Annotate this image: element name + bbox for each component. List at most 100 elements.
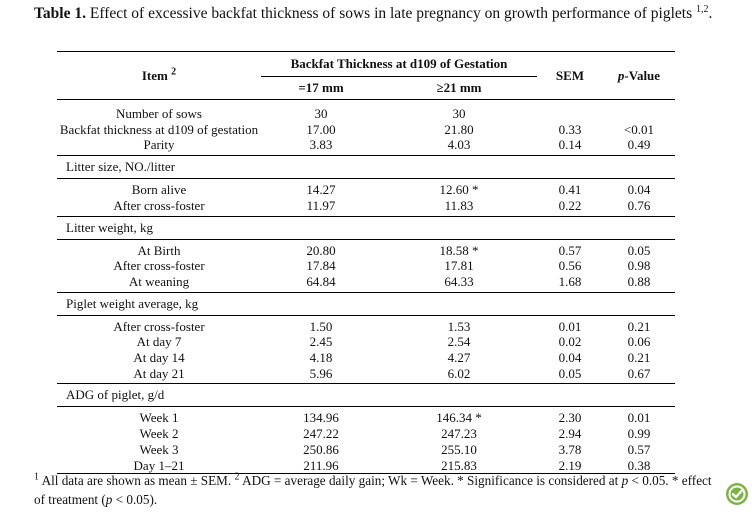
- footnote-p-2: p: [105, 492, 113, 507]
- cell-item: Backfat thickness at d109 of gestation: [59, 121, 259, 137]
- cell-item: After cross-foster: [113, 318, 205, 334]
- cell-21mm: 4.03: [447, 137, 471, 153]
- header-row-2: =17 mm ≥21 mm: [57, 77, 675, 100]
- cell-sem: 2.30: [558, 410, 582, 426]
- table-row: After cross-foster 17.84 17.81 0.56 0.98: [57, 258, 675, 274]
- cell-17mm: 64.84: [306, 273, 336, 289]
- cell-item: At day 14: [133, 350, 185, 366]
- section-title: ADG of piglet, g/d: [57, 383, 675, 407]
- cell-sem: 0.05: [558, 365, 582, 381]
- cell-sem: 0.33: [558, 121, 582, 137]
- section-header-row: Litter weight, kg: [57, 215, 675, 240]
- table-caption: Table 1. Effect of excessive backfat thi…: [34, 3, 724, 24]
- cell-21mm: 18.58 *: [439, 242, 479, 258]
- cell-item: At day 7: [136, 334, 182, 350]
- cell-21mm: 247.23: [441, 426, 477, 442]
- cell-17mm: 20.80: [306, 242, 336, 258]
- cell-sem: 2.19: [537, 457, 603, 475]
- cell-17mm: 14.27: [306, 182, 336, 198]
- spacer-row: [57, 99, 675, 106]
- table-footnote: 1 All data are shown as mean ± SEM. 2 AD…: [34, 471, 724, 509]
- cell-item: At day 21: [133, 365, 185, 381]
- table-row: At weaning 64.84 64.33 1.68 0.88: [57, 274, 675, 290]
- cell-sem: 0.22: [558, 197, 582, 213]
- table-row: At Birth 20.80 18.58 * 0.57 0.05: [57, 243, 675, 259]
- cell-21mm: 1.53: [447, 318, 471, 334]
- cell-17mm: 211.96: [261, 457, 381, 475]
- table-row: After cross-foster 1.50 1.53 0.01 0.21: [57, 319, 675, 335]
- header-col-21mm: ≥21 mm: [436, 80, 482, 95]
- spacer-row: [57, 238, 675, 243]
- header-sem: SEM: [537, 51, 603, 100]
- section-title: Litter size, NO./litter: [57, 155, 675, 179]
- cell-pvalue: 0.05: [627, 242, 651, 258]
- cell-item: At weaning: [128, 273, 190, 289]
- footnote-p-1: p: [621, 473, 629, 488]
- cell-21mm: 64.33: [444, 273, 474, 289]
- cell-pvalue: 0.57: [627, 441, 651, 457]
- cell-sem: 0.04: [558, 350, 582, 366]
- table-row: Week 2 247.22 247.23 2.94 0.99: [57, 426, 675, 442]
- cell-21mm: 215.83: [381, 457, 537, 475]
- cell-21mm: 2.54: [447, 334, 471, 350]
- table-row: At day 14 4.18 4.27 0.04 0.21: [57, 350, 675, 366]
- cell-item: Parity: [143, 137, 175, 153]
- cell-21mm: 11.83: [444, 197, 474, 213]
- cell-17mm: 247.22: [303, 426, 339, 442]
- cell-pvalue: 0.98: [627, 258, 651, 274]
- cell-21mm: 21.80: [444, 121, 474, 137]
- cell-item: Number of sows: [116, 106, 202, 121]
- cell-21mm: 30: [452, 106, 466, 121]
- cell-pvalue: 0.21: [627, 350, 651, 366]
- cell-17mm: 5.96: [309, 365, 333, 381]
- cell-pvalue: 0.21: [627, 318, 651, 334]
- cell-pvalue: 0.01: [627, 410, 651, 426]
- table-row: Number of sows 30 30: [57, 106, 675, 122]
- cell-17mm: 11.97: [306, 197, 336, 213]
- cell-sem: 2.94: [558, 426, 582, 442]
- section-header-row: ADG of piglet, g/d: [57, 383, 675, 407]
- cell-item: Week 2: [139, 426, 179, 442]
- table-row: Born alive 14.27 12.60 * 0.41 0.04: [57, 182, 675, 198]
- spacer-row: [57, 406, 675, 411]
- caption-text: Effect of excessive backfat thickness of…: [89, 5, 693, 22]
- cell-21mm: 12.60 *: [439, 182, 479, 198]
- cell-item: Day 1–21: [57, 457, 261, 475]
- cell-21mm: 255.10: [441, 441, 477, 457]
- caption-end: .: [708, 5, 713, 22]
- cell-17mm: 17.84: [306, 258, 336, 274]
- cell-sem: 0.57: [558, 242, 582, 258]
- cell-pvalue: 0.04: [627, 182, 651, 198]
- caption-label: Table 1.: [34, 5, 86, 22]
- section-header-row: Litter size, NO./litter: [57, 155, 675, 179]
- cell-sem: 0.41: [558, 182, 582, 198]
- section-title: Piglet weight average, kg: [57, 291, 675, 316]
- table-row: Week 3 250.86 255.10 3.78 0.57: [57, 442, 675, 458]
- table-row: Day 1–21 211.96 215.83 2.19 0.38: [57, 457, 675, 475]
- section-title: Litter weight, kg: [57, 215, 675, 240]
- cell-17mm: 30: [314, 106, 328, 121]
- cell-pvalue: 0.88: [627, 273, 651, 289]
- cell-pvalue: 0.67: [627, 365, 651, 381]
- cell-17mm: 17.00: [306, 121, 336, 137]
- cell-pvalue: [603, 106, 675, 122]
- table-row: At day 7 2.45 2.54 0.02 0.06: [57, 334, 675, 350]
- cell-pvalue: 0.38: [603, 457, 675, 475]
- footnote-text-2: ADG = average daily gain; Wk = Week. * S…: [239, 473, 622, 488]
- cell-pvalue: 0.76: [627, 197, 651, 213]
- cell-item: At Birth: [137, 242, 181, 258]
- cell-sem: 0.01: [558, 318, 582, 334]
- footnote-mark-1: 1: [34, 471, 39, 483]
- header-row-1: Item 2 Backfat Thickness at d109 of Gest…: [57, 51, 675, 100]
- cell-sem: 0.02: [558, 334, 582, 350]
- cell-21mm: 6.02: [447, 365, 471, 381]
- mdpi-check-logo-icon: [726, 483, 748, 505]
- cell-17mm: 134.96: [303, 410, 339, 426]
- cell-pvalue: 0.49: [627, 137, 651, 153]
- cell-21mm: 17.81: [444, 258, 474, 274]
- table-row: After cross-foster 11.97 11.83 0.22 0.76: [57, 198, 675, 214]
- table-body: Number of sows 30 30 Backfat thickness at d…: [57, 99, 675, 475]
- cell-17mm: 4.18: [309, 350, 333, 366]
- cell-17mm: 2.45: [309, 334, 333, 350]
- cell-item: After cross-foster: [113, 258, 205, 274]
